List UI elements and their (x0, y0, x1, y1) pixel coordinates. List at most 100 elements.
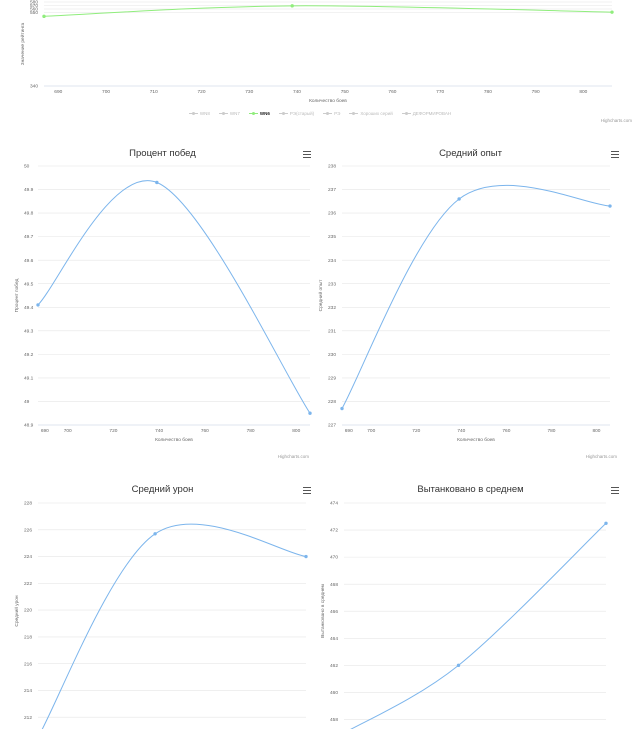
legend-item-wn8[interactable]: WN8 (188, 110, 210, 116)
data-point[interactable] (456, 663, 461, 668)
legend-item-wn6[interactable]: WN6 (248, 110, 270, 116)
y-tick-label: 229 (328, 376, 336, 382)
data-point[interactable] (308, 411, 312, 415)
x-tick-label: 700 (102, 89, 110, 95)
y-axis-label: Значение рейтинга (19, 22, 26, 65)
y-tick-label: 233 (328, 281, 336, 287)
y-tick-label: 234 (328, 258, 336, 264)
legend-item-good-series[interactable]: Хороших серий (349, 110, 393, 116)
data-point[interactable] (36, 303, 40, 307)
data-point[interactable] (610, 10, 614, 14)
data-point[interactable] (340, 406, 344, 411)
y-tick-label: 49 (24, 399, 30, 405)
data-point[interactable] (42, 14, 46, 19)
x-tick-label: 770 (436, 89, 444, 95)
legend-label: РЭ (334, 110, 341, 116)
y-tick-label: 468 (330, 582, 338, 588)
x-tick-label: 720 (109, 428, 117, 434)
x-tick-label: 780 (547, 428, 555, 434)
data-point[interactable] (304, 554, 308, 559)
x-tick-label: 690 (54, 89, 62, 95)
chart-title: Средний опыт (439, 148, 502, 159)
y-tick-label: 214 (24, 688, 32, 694)
x-axis-label: Количество боев (457, 437, 495, 443)
y-tick-label: 474 (330, 501, 338, 507)
y-axis-label: Процент побед (14, 278, 20, 312)
y-tick-label: 231 (328, 328, 336, 334)
y-tick-label: 570 (30, 3, 38, 9)
legend-item-re[interactable]: РЭ (323, 111, 340, 116)
legend-label: Хороших серий (360, 110, 393, 116)
chart-title: Средний урон (131, 484, 194, 495)
legend-item-re-old[interactable]: РЭ(старый) (278, 111, 314, 116)
y-tick-label: 226 (24, 527, 32, 533)
x-tick-label: 700 (367, 428, 375, 434)
y-tick-label: 472 (330, 528, 338, 534)
y-tick-label: 550 (30, 10, 38, 16)
data-point[interactable] (604, 521, 608, 525)
y-tick-label: 49.9 (24, 187, 34, 193)
chart-menu-icon[interactable] (611, 487, 619, 494)
legend-item-deformed[interactable]: ДЕФОРМИРОВАН (401, 110, 452, 116)
y-tick-label: 237 (328, 187, 336, 193)
y-tick-label: 228 (328, 399, 336, 405)
legend-symbol (218, 111, 228, 116)
y-tick-label: 49.6 (24, 258, 34, 264)
data-point[interactable] (153, 532, 157, 536)
x-axis-label: Количество боев (155, 437, 193, 443)
x-tick-label: 760 (201, 428, 209, 434)
y-tick-label: 232 (328, 305, 336, 311)
series-line (37, 180, 311, 414)
data-point[interactable] (155, 180, 159, 185)
legend-symbol (349, 111, 359, 116)
x-tick-label: 730 (245, 89, 253, 95)
y-tick-label: 470 (330, 555, 338, 561)
legend-item-wn7[interactable]: WN7 (218, 110, 240, 116)
legend-symbol (278, 111, 288, 116)
x-tick-label: 690 (345, 428, 353, 434)
x-tick-label: 720 (198, 89, 206, 95)
y-tick-label: 218 (24, 634, 32, 640)
x-tick-label: 780 (247, 428, 255, 434)
x-tick-label: 740 (457, 428, 465, 434)
legend-label: ДЕФОРМИРОВАН (412, 110, 452, 116)
y-tick-label: 212 (24, 715, 32, 721)
x-tick-label: 790 (532, 89, 540, 95)
y-tick-label: 49.8 (24, 211, 34, 217)
x-tick-label: 720 (412, 428, 420, 434)
y-tick-label: 222 (24, 581, 32, 587)
y-tick-label: 460 (330, 690, 338, 696)
y-tick-label: 220 (24, 608, 32, 614)
data-point[interactable] (608, 204, 612, 208)
x-tick-label: 690 (41, 428, 49, 434)
data-point[interactable] (457, 197, 461, 201)
legend-label: WN8 (199, 110, 210, 116)
chart-menu-icon[interactable] (303, 487, 311, 494)
data-point[interactable] (290, 4, 294, 8)
x-tick-label: 760 (502, 428, 510, 434)
series-line (341, 184, 611, 409)
y-tick-label: 224 (24, 554, 32, 560)
chart-menu-icon[interactable] (611, 151, 619, 158)
credits-link[interactable]: Highcharts.com (600, 118, 632, 123)
legend-symbol (188, 111, 198, 116)
credits-link[interactable]: Highcharts.com (277, 454, 309, 459)
y-tick-label: 235 (328, 234, 336, 240)
chart-title: Процент побед (129, 148, 196, 159)
chart-svg-avg-exp: 227 228 229 230 231 232 233 234 235 236 237 238 690 7… (317, 164, 612, 443)
y-tick-label: 50 (24, 164, 30, 170)
y-tick-label: 464 (330, 636, 338, 642)
chart-legend: WN8 WN7 WN6 РЭ(старый) РЭ Хороших серий … (0, 108, 640, 118)
y-tick-label: 49.3 (24, 328, 34, 334)
y-tick-label: 236 (328, 211, 336, 217)
chart-menu-icon[interactable] (303, 151, 311, 158)
x-axis-label: Количество боев (309, 98, 347, 104)
x-tick-label: 800 (579, 89, 587, 95)
y-tick-label: 49.2 (24, 352, 34, 358)
series-line (43, 5, 613, 17)
legend-label: WN6 (259, 110, 270, 116)
credits-link[interactable]: Highcharts.com (585, 454, 617, 459)
series-line (350, 522, 607, 729)
legend-label: WN7 (229, 110, 240, 116)
chart-svg-avg-damage: 212 214 216 218 220 222 224 226 228 Средний урон (13, 501, 308, 729)
